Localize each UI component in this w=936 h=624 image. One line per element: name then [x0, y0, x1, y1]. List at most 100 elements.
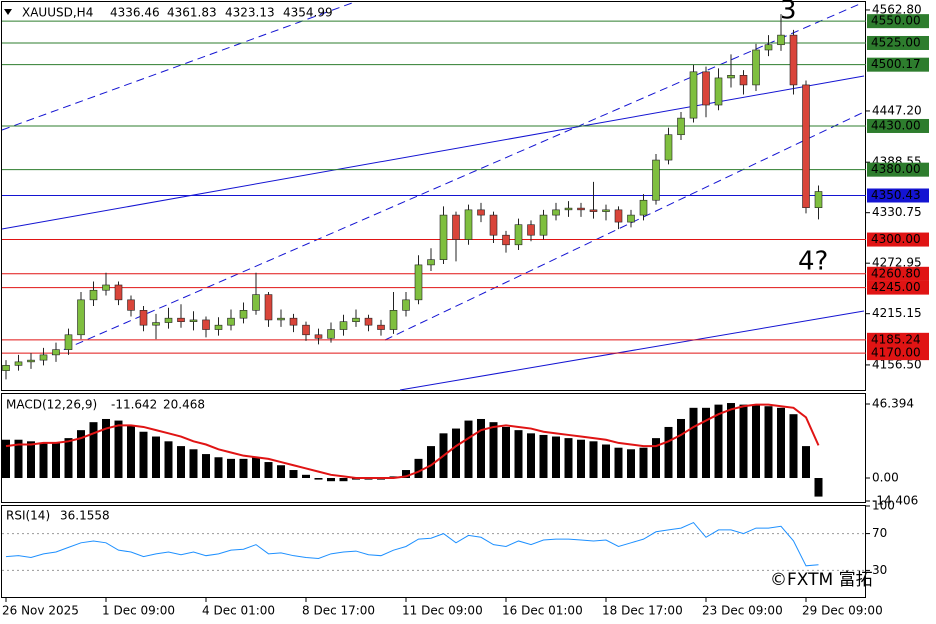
y-tick-label: 30 [872, 563, 887, 577]
ohlc-low: 4323.13 [225, 6, 275, 20]
candle-body [777, 34, 785, 46]
macd-bar [664, 426, 673, 479]
candle-body [352, 317, 360, 322]
candle-body [202, 319, 210, 330]
macd-bar [489, 422, 498, 479]
menu-arrow[interactable] [4, 9, 12, 15]
macd-title: MACD(12,26,9) [6, 398, 97, 412]
x-tick-label: 29 Dec 09:00 [802, 604, 883, 618]
y-tick-label: 4272.95 [872, 256, 922, 270]
x-tick-label: 8 Dec 17:00 [302, 604, 375, 618]
rsi-panel [1, 505, 866, 598]
candle-body [677, 117, 685, 136]
macd-bar [652, 438, 660, 479]
macd-bar [764, 406, 773, 479]
level-label-box [867, 35, 929, 50]
level-label: 4185.24 [871, 332, 921, 346]
candle-body [764, 44, 773, 51]
candle-body [289, 317, 298, 326]
macd-bar [714, 404, 723, 479]
macd-bar [727, 403, 735, 479]
macd-bar [152, 436, 160, 479]
trend-line [399, 310, 865, 391]
level-label: 4500.17 [871, 57, 921, 71]
level-label-box [867, 232, 929, 247]
macd-bar [427, 446, 435, 479]
signal-line [5, 403, 820, 480]
macd-bar [177, 446, 185, 479]
candle-body [377, 324, 385, 330]
macd-bar [702, 407, 710, 479]
macd-bar [89, 422, 98, 479]
level-label: 4550.00 [871, 14, 921, 28]
macd-bar [414, 458, 423, 479]
ohlc-open: 4336.46 [110, 6, 160, 20]
rsi-value: 36.1558 [60, 509, 110, 523]
macd-bar [102, 418, 110, 479]
watermark: ©FXTM 富拓 [770, 570, 873, 590]
rsi-title: RSI(14) [6, 509, 50, 523]
macd-bar [202, 454, 210, 479]
y-tick-label: 100 [872, 499, 895, 513]
candle-body [27, 359, 35, 363]
level-label: 4245.00 [871, 280, 921, 294]
macd-bar [814, 478, 823, 497]
macd-bar [514, 430, 523, 479]
trend-line [384, 111, 865, 341]
candle-body [527, 224, 535, 236]
trend-line [39, 2, 863, 361]
candle-body [602, 209, 610, 212]
macd-bar [677, 418, 685, 479]
candle-body [614, 209, 623, 223]
macd-bar [27, 441, 35, 479]
price-panel [1, 1, 866, 391]
macd-bar [589, 441, 598, 479]
candle-body [2, 365, 10, 371]
macd-bar [402, 470, 410, 479]
x-tick-label: 18 Dec 17:00 [602, 604, 683, 618]
candle-body [789, 34, 798, 86]
candle-body [514, 224, 523, 246]
macd-bar [2, 439, 10, 479]
macd-bar [164, 441, 173, 479]
candle-body [414, 264, 423, 301]
candle-body [427, 259, 435, 266]
macd-bar [302, 474, 310, 479]
candle-body [802, 84, 810, 208]
candle-body [177, 317, 185, 322]
level-label: 4350.43 [871, 188, 921, 202]
macd-bar [277, 465, 285, 479]
level-label-box [867, 346, 929, 361]
macd-bar [289, 470, 298, 479]
candle-body [302, 324, 310, 336]
y-tick-label: 4447.20 [872, 103, 922, 117]
candle-body [314, 334, 323, 339]
level-label-box [867, 332, 929, 347]
candle-body [227, 317, 235, 326]
wave-label: 4? [798, 247, 828, 277]
candle-body [277, 317, 285, 321]
macd-bar [802, 446, 810, 479]
candle-body [52, 349, 60, 356]
candle-body [64, 334, 73, 350]
macd-bar [477, 418, 485, 479]
macd-bar [339, 478, 348, 482]
x-tick-label: 4 Dec 01:00 [202, 604, 275, 618]
candle-body [702, 71, 710, 106]
candle-body [652, 159, 660, 201]
macd-bar [127, 425, 135, 479]
candle-body [814, 191, 823, 209]
y-tick-label: 4562.80 [872, 2, 922, 16]
candle-body [577, 207, 585, 211]
macd-bar [52, 442, 60, 479]
macd-bar [777, 407, 785, 479]
candle-body [689, 71, 698, 119]
ohlc-close: 4354.99 [283, 6, 333, 20]
candle-body [552, 209, 560, 216]
candle-body [89, 289, 98, 301]
level-label: 4380.00 [871, 162, 921, 176]
candle-body [164, 317, 173, 323]
y-tick-label: 4156.50 [872, 357, 922, 371]
candle-body [664, 134, 673, 161]
